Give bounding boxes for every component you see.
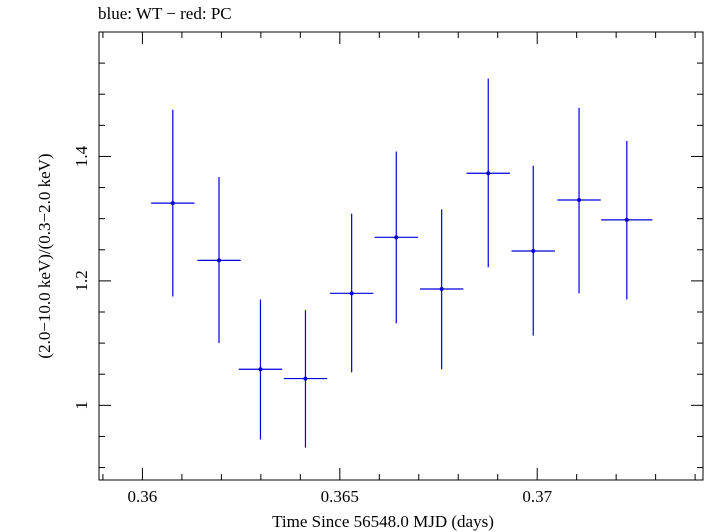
- data-point: [419, 209, 464, 370]
- data-point: [511, 165, 555, 336]
- data-point: [151, 109, 195, 297]
- data-point: [283, 310, 328, 448]
- data-marker: [258, 367, 263, 372]
- data-marker: [217, 258, 222, 263]
- x-tick-label: 0.36: [128, 487, 158, 506]
- data-point: [329, 213, 374, 373]
- tick-labels: 0.36 0.365 0.37 1 1.2 1.4: [72, 145, 553, 506]
- data-marker: [394, 235, 399, 240]
- data-marker: [486, 171, 491, 176]
- data-point: [374, 151, 418, 324]
- axis-ticks: [99, 31, 703, 480]
- data-point: [238, 299, 283, 440]
- data-marker: [170, 201, 175, 206]
- plot-frame: [98, 31, 704, 481]
- data-point: [557, 107, 601, 294]
- data-point: [466, 78, 510, 268]
- data-point: [197, 176, 241, 344]
- x-tick-label: 0.37: [522, 487, 552, 506]
- x-axis-label: Time Since 56548.0 MJD (days): [272, 512, 494, 531]
- chart-title: blue: WT − red: PC: [98, 4, 232, 23]
- y-tick-label: 1: [72, 401, 91, 410]
- data-points: [151, 78, 653, 448]
- y-tick-label: 1.2: [72, 270, 91, 291]
- data-marker: [624, 217, 629, 222]
- y-tick-label: 1.4: [72, 145, 91, 167]
- data-marker: [303, 376, 308, 381]
- data-marker: [531, 249, 536, 254]
- y-axis-label: (2.0−10.0 keV)/(0.3−2.0 keV): [35, 153, 54, 358]
- data-marker: [577, 198, 582, 202]
- data-marker: [349, 291, 354, 296]
- x-tick-label: 0.365: [321, 487, 359, 506]
- data-marker: [439, 286, 444, 291]
- data-point: [601, 140, 653, 300]
